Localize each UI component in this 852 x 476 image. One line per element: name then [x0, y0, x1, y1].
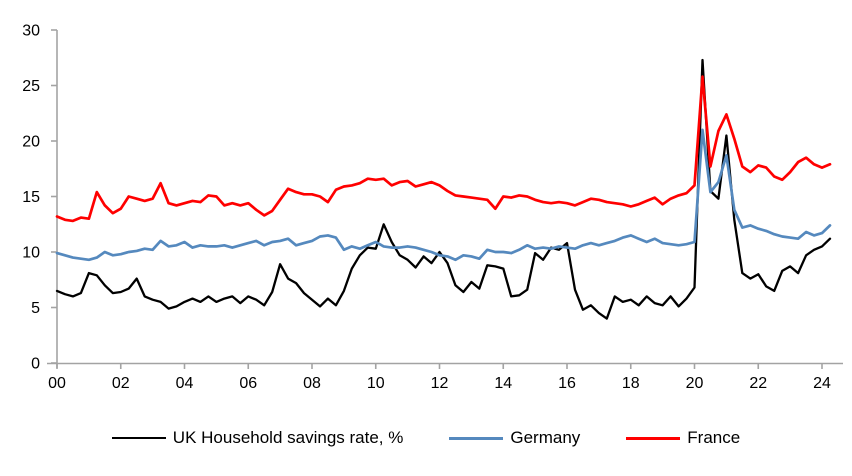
legend-label-france: France — [687, 428, 741, 447]
x-tick-label: 22 — [749, 375, 767, 392]
y-tick-label: 5 — [31, 300, 40, 317]
legend-label-uk: UK Household savings rate, % — [172, 428, 404, 447]
germany-line-sample-icon — [449, 436, 504, 440]
series-line-germany — [55, 128, 832, 262]
x-tick-label: 16 — [558, 375, 576, 392]
france-line-sample-icon — [626, 436, 681, 440]
x-tick-label: 20 — [686, 375, 704, 392]
x-tick-label: 00 — [48, 375, 66, 392]
x-tick-label: 08 — [303, 375, 321, 392]
chart-legend: UK Household savings rate, % Germany Fra… — [0, 428, 852, 448]
x-tick-label: 18 — [622, 375, 640, 392]
legend-item-germany: Germany — [449, 428, 580, 448]
legend-item-uk: UK Household savings rate, % — [111, 428, 404, 448]
x-tick-label: 06 — [239, 375, 257, 392]
legend-item-france: France — [626, 428, 740, 448]
x-tick-label: 02 — [112, 375, 130, 392]
x-tick-label: 04 — [176, 375, 194, 392]
y-tick-label: 10 — [22, 245, 40, 262]
y-tick-label: 15 — [22, 189, 40, 206]
x-tick-label: 12 — [431, 375, 449, 392]
y-tick-label: 30 — [22, 23, 40, 40]
x-tick-label: 10 — [367, 375, 385, 392]
x-tick-label: 14 — [494, 375, 512, 392]
uk-line-sample-icon — [111, 437, 166, 439]
x-tick-label: 24 — [813, 375, 831, 392]
legend-label-germany: Germany — [510, 428, 581, 447]
y-tick-label: 20 — [22, 134, 40, 151]
y-tick-label: 25 — [22, 78, 40, 95]
y-tick-label: 0 — [31, 356, 40, 373]
series-line-france — [55, 75, 832, 223]
savings-rate-line-chart: 0 5 10 15 20 25 30 00 02 04 06 08 10 12 14 16 18 20 22 24 — [22, 23, 843, 392]
